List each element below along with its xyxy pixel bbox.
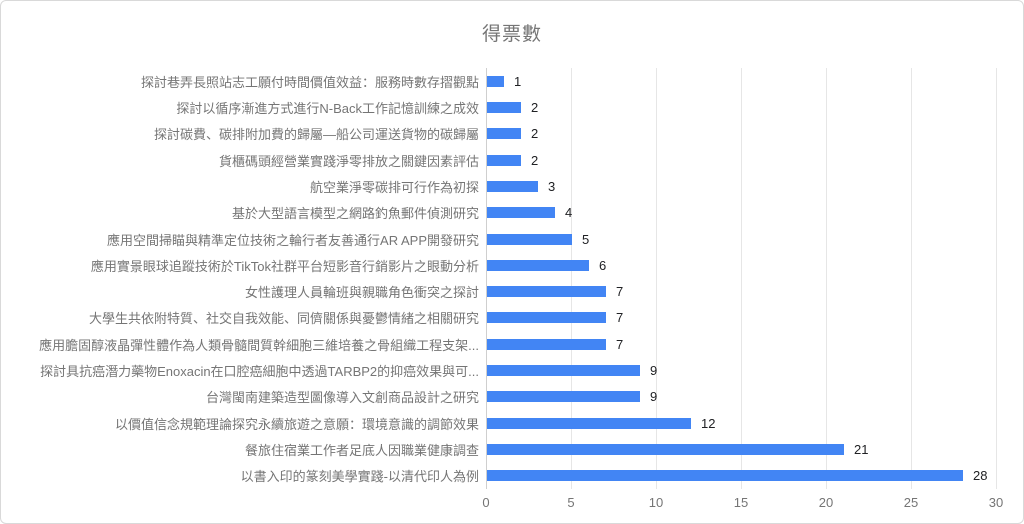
bar-value-label: 5 bbox=[582, 231, 590, 247]
zero-gridline bbox=[486, 68, 487, 489]
bar[interactable] bbox=[487, 470, 963, 482]
bar-row: 探討以循序漸進方式進行N-Back工作記憶訓練之成效 2 bbox=[9, 94, 997, 120]
bar-row: 以價值信念規範理論探究永續旅遊之意願：環境意識的調節效果 12 bbox=[9, 410, 997, 436]
category-label: 餐旅住宿業工作者足底人因職業健康調查 bbox=[244, 443, 479, 459]
bar-track: 5 bbox=[487, 226, 997, 252]
bar-value-label: 3 bbox=[548, 178, 556, 194]
bar[interactable] bbox=[487, 259, 589, 271]
chart-title: 得票數 bbox=[481, 24, 542, 45]
bar-row: 探討具抗癌潛力藥物Enoxacin在口腔癌細胞中透過TARBP2的抑癌效果與可.… bbox=[9, 357, 997, 383]
bar[interactable] bbox=[487, 444, 844, 456]
bar[interactable] bbox=[487, 233, 572, 245]
bar-track: 7 bbox=[487, 331, 997, 357]
x-axis-tick-label: 25 bbox=[903, 495, 919, 510]
category-label: 探討巷弄長照站志工願付時間價值效益：服務時數存摺觀點 bbox=[140, 74, 479, 90]
bar[interactable] bbox=[487, 391, 640, 403]
x-axis: 0 5 10 15 20 25 30 bbox=[482, 495, 1003, 513]
bar-value-label: 12 bbox=[701, 415, 716, 431]
bar-value-label: 1 bbox=[514, 73, 522, 89]
bar-row: 應用空間掃瞄與精準定位技術之輪行者友善通行AR APP開發研究 5 bbox=[9, 226, 997, 252]
bar-value-label: 7 bbox=[616, 336, 624, 352]
bar-value-label: 9 bbox=[650, 389, 658, 405]
category-label: 以價值信念規範理論探究永續旅遊之意願：環境意識的調節效果 bbox=[114, 416, 479, 432]
bar-track: 2 bbox=[487, 121, 997, 147]
bar-row: 以書入印的篆刻美學實踐-以清代印人為例 28 bbox=[9, 463, 997, 489]
category-label: 台灣閩南建築造型圖像導入文創商品設計之研究 bbox=[205, 390, 479, 406]
bar[interactable] bbox=[487, 101, 521, 113]
bar[interactable] bbox=[487, 365, 640, 377]
bar-track: 1 bbox=[487, 68, 997, 94]
category-label: 應用空間掃瞄與精準定位技術之輪行者友善通行AR APP開發研究 bbox=[107, 232, 479, 248]
x-axis-tick-label: 10 bbox=[648, 495, 664, 510]
bar-row: 大學生共依附特質、社交自我效能、同儕關係與憂鬱情緒之相關研究 7 bbox=[9, 305, 997, 331]
bar-row: 餐旅住宿業工作者足底人因職業健康調查 21 bbox=[9, 436, 997, 462]
bar[interactable] bbox=[487, 180, 538, 192]
x-axis-tick-label: 5 bbox=[567, 495, 575, 510]
gridline bbox=[911, 68, 912, 489]
bar-row: 基於大型語言模型之網路釣魚郵件偵測研究 4 bbox=[9, 200, 997, 226]
bar-row: 台灣閩南建築造型圖像導入文創商品設計之研究 9 bbox=[9, 384, 997, 410]
bar-value-label: 7 bbox=[616, 310, 624, 326]
category-label: 應用膽固醇液晶彈性體作為人類骨髓間質幹細胞三維培養之骨組織工程支架... bbox=[39, 337, 479, 353]
category-label: 貨櫃碼頭經營業實踐淨零排放之關鍵因素評估 bbox=[218, 153, 479, 169]
bar-track: 3 bbox=[487, 173, 997, 199]
x-axis-tick-label: 15 bbox=[733, 495, 749, 510]
bar-row: 應用實景眼球追蹤技術於TikTok社群平台短影音行銷影片之眼動分析 6 bbox=[9, 252, 997, 278]
bar-track: 2 bbox=[487, 94, 997, 120]
bar-value-label: 2 bbox=[531, 126, 539, 142]
category-label: 以書入印的篆刻美學實踐-以清代印人為例 bbox=[240, 469, 479, 485]
bar-value-label: 9 bbox=[650, 363, 658, 379]
x-axis-tick-label: 0 bbox=[482, 495, 490, 510]
bar-track: 4 bbox=[487, 200, 997, 226]
gridline bbox=[571, 68, 572, 489]
x-axis-tick-label: 20 bbox=[818, 495, 834, 510]
bar[interactable] bbox=[487, 312, 606, 324]
category-label: 探討具抗癌潛力藥物Enoxacin在口腔癌細胞中透過TARBP2的抑癌效果與可.… bbox=[40, 364, 479, 380]
bar[interactable] bbox=[487, 417, 691, 429]
bar-track: 7 bbox=[487, 305, 997, 331]
category-label: 應用實景眼球追蹤技術於TikTok社群平台短影音行銷影片之眼動分析 bbox=[90, 258, 479, 274]
bars-area: 探討巷弄長照站志工願付時間價值效益：服務時數存摺觀點 1 探討以循序漸進方式進行N-… bbox=[9, 68, 997, 489]
bar-value-label: 6 bbox=[599, 257, 607, 273]
gridline bbox=[656, 68, 657, 489]
bar-track: 28 bbox=[487, 463, 997, 489]
bar-row: 探討巷弄長照站志工願付時間價值效益：服務時數存摺觀點 1 bbox=[9, 68, 997, 94]
bar-track: 12 bbox=[487, 410, 997, 436]
bar-track: 21 bbox=[487, 436, 997, 462]
bar-row: 應用膽固醇液晶彈性體作為人類骨髓間質幹細胞三維培養之骨組織工程支架... 7 bbox=[9, 331, 997, 357]
category-label: 大學生共依附特質、社交自我效能、同儕關係與憂鬱情緒之相關研究 bbox=[88, 311, 479, 327]
category-label: 探討以循序漸進方式進行N-Back工作記憶訓練之成效 bbox=[176, 100, 479, 116]
bar[interactable] bbox=[487, 75, 504, 87]
bar-value-label: 4 bbox=[565, 205, 573, 221]
bar-row: 貨櫃碼頭經營業實踐淨零排放之關鍵因素評估 2 bbox=[9, 147, 997, 173]
bar[interactable] bbox=[487, 128, 521, 140]
category-label: 探討碳費、碳排附加費的歸屬—船公司運送貨物的碳歸屬 bbox=[153, 127, 479, 143]
bar[interactable] bbox=[487, 338, 606, 350]
x-axis-tick-label: 30 bbox=[988, 495, 1004, 510]
gridlines bbox=[486, 68, 997, 489]
gridline bbox=[741, 68, 742, 489]
bar-track: 6 bbox=[487, 252, 997, 278]
bar-value-label: 2 bbox=[531, 152, 539, 168]
bar[interactable] bbox=[487, 154, 521, 166]
bar[interactable] bbox=[487, 207, 555, 219]
bar-track: 9 bbox=[487, 384, 997, 410]
category-label: 航空業淨零碳排可行作為初探 bbox=[309, 179, 479, 195]
bar-value-label: 2 bbox=[531, 99, 539, 115]
category-label: 女性護理人員輪班與親職角色衝突之探討 bbox=[244, 285, 479, 301]
bar-track: 7 bbox=[487, 279, 997, 305]
bar-value-label: 28 bbox=[973, 468, 988, 484]
bar-row: 女性護理人員輪班與親職角色衝突之探討 7 bbox=[9, 279, 997, 305]
category-label: 基於大型語言模型之網路釣魚郵件偵測研究 bbox=[231, 206, 479, 222]
bar-value-label: 7 bbox=[616, 284, 624, 300]
bar-row: 航空業淨零碳排可行作為初探 3 bbox=[9, 173, 997, 199]
gridline bbox=[996, 68, 997, 489]
bar-row: 探討碳費、碳排附加費的歸屬—船公司運送貨物的碳歸屬 2 bbox=[9, 121, 997, 147]
bar-track: 9 bbox=[487, 357, 997, 383]
bar-value-label: 21 bbox=[854, 442, 869, 458]
bar-track: 2 bbox=[487, 147, 997, 173]
bar[interactable] bbox=[487, 286, 606, 298]
gridline bbox=[826, 68, 827, 489]
